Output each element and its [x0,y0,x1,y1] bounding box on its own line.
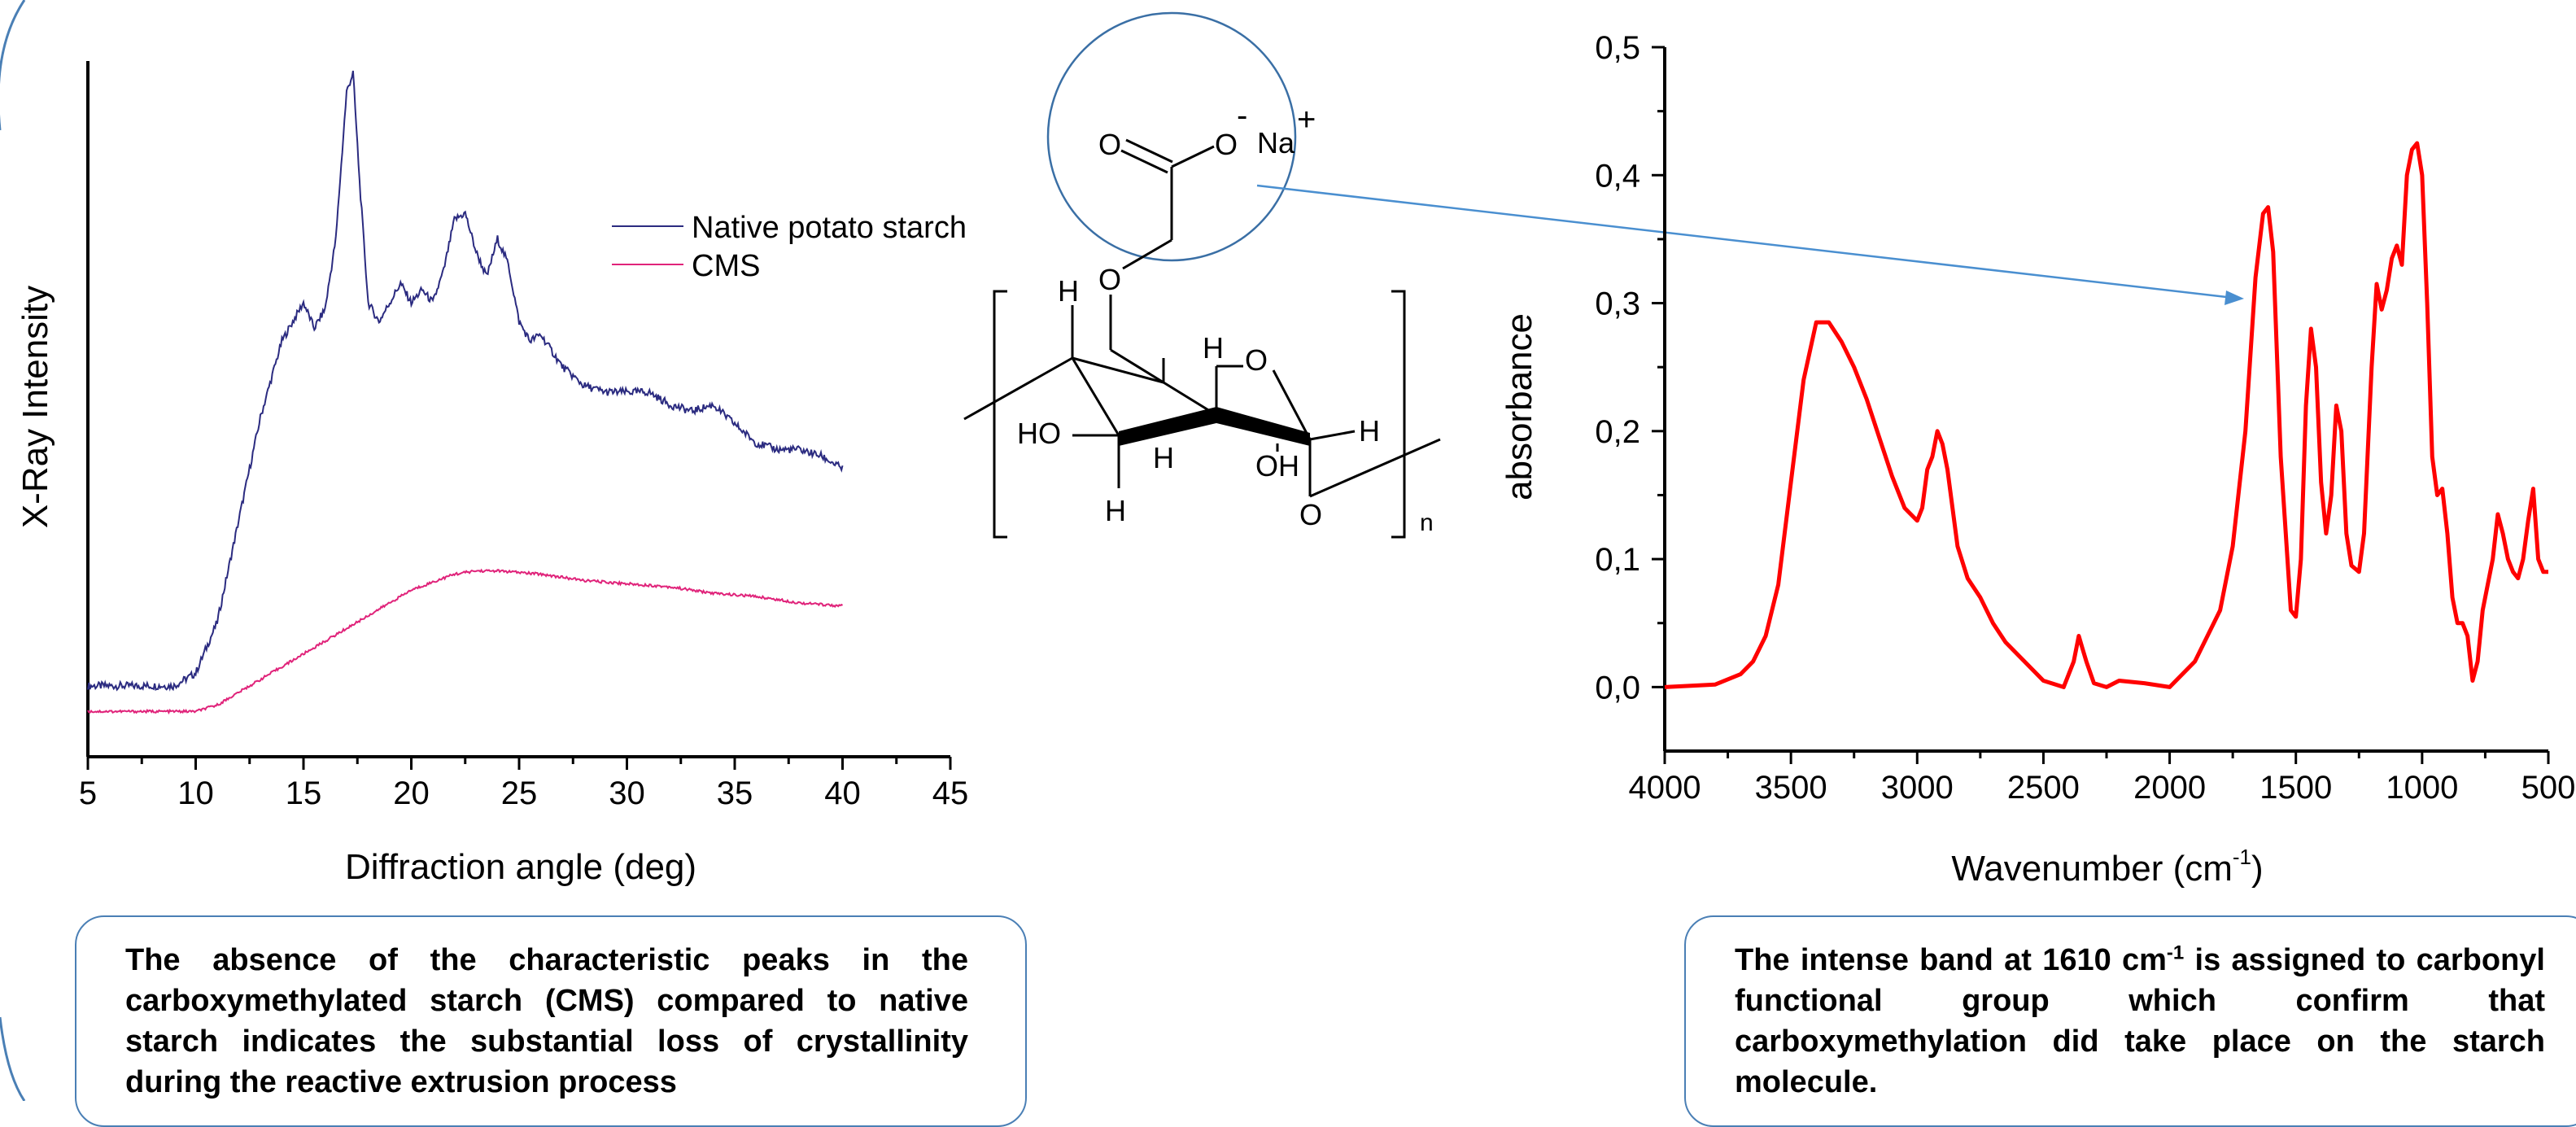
xrd-x-tick-label: 15 [286,775,322,811]
xrd-x-tick-label: 40 [824,775,861,811]
xrd-x-tick-label: 20 [393,775,430,811]
ftir-y-tick-label: 0,3 [1595,286,1640,322]
xrd-x-tick-label: 45 [932,775,969,811]
atom-h-c6: H [1058,274,1079,308]
xrd-x-tick-label: 35 [717,775,753,811]
bond-c1-h [1309,430,1356,441]
xrd-series-cms-line [87,568,844,715]
legend-label-native: Native potato starch [692,211,967,245]
atom-h-c4: H [1153,441,1174,474]
bond-c4-o [1071,357,1120,436]
xrd-x-tick-label: 25 [501,775,538,811]
carboxylate-highlight-circle [1046,11,1297,262]
ftir-x-tick-label: 3000 [1881,770,1954,806]
ftir-chart: absorbance Wavenumber (cm-1) 0,00,10,20,… [1500,30,2575,889]
atom-ho: HO [1017,417,1061,450]
ftir-ylabel: absorbance [1500,313,1539,500]
ring-front-wedge [1119,407,1310,446]
atom-o-carboxylate: O [1215,128,1238,161]
ftir-y-tick-label: 0,2 [1595,414,1640,450]
ftir-x-tick-label: 2500 [2007,770,2080,806]
xrd-chart: X-Ray Intensity Diffraction angle (deg) … [15,61,968,887]
bond-ring-1 [1110,348,1164,384]
arrow-head [2225,290,2244,305]
frame-arc [0,0,26,1101]
atom-h-c3: H [1105,494,1126,527]
ftir-y-tick-label: 0,5 [1595,30,1640,66]
ftir-series [1664,141,2548,689]
cms-structure [963,11,1441,539]
xrd-caption-box: The absence of the characteristic peaks … [75,915,1027,1127]
atom-oh: OH [1255,449,1299,483]
atom-o-ring: O [1245,343,1268,377]
xrd-x-tick-label: 30 [609,775,645,811]
ftir-y-tick-label: 0,4 [1595,158,1640,194]
bond-c-o-double-b [1125,138,1173,164]
ftir-absorbance-line [1664,141,2548,689]
ftir-x-tick-label: 1500 [2259,770,2332,806]
atom-o-glycosidic: O [1299,498,1322,531]
charge-minus: - [1237,98,1247,133]
carbonyl-arrow [1256,184,2244,305]
legend-label-cms: CMS [692,249,760,283]
ftir-x-tick-label: 500 [2521,770,2576,806]
atom-h-c1: H [1359,414,1380,448]
ftir-x-tick-label: 3500 [1755,770,1827,806]
ftir-xlabel: Wavenumber (cm-1) [1951,845,2263,889]
ftir-y-tick-label: 0,1 [1595,542,1640,578]
arrow-shaft [1256,184,2234,299]
ftir-x-tick-label: 2000 [2133,770,2206,806]
cms-structure-labels: O O - Na + O H H O HO H OH H H O n [1017,98,1434,536]
xrd-legend: Native potato starch CMS [612,211,967,283]
atom-o-carbonyl: O [1098,128,1121,161]
xrd-x-tick-label: 10 [177,775,214,811]
atom-o-ether: O [1098,263,1121,296]
charge-plus: + [1297,102,1316,138]
atom-h-c5: H [1203,331,1224,365]
xrd-x-tick-label: 5 [79,775,97,811]
bond-left-o [963,356,1073,421]
xrd-ylabel: X-Ray Intensity [15,286,55,528]
xrd-series-native-line [87,70,844,692]
bond-ch2-o [1122,238,1172,270]
bond-c-o-single [1171,145,1215,168]
ftir-axes: 0,0 0,1 0,2 0,3 0,4 0,5 4000 3500 3000 2500 2000 15… [1595,30,2575,806]
bond-ringo-c1 [1272,369,1312,440]
figure-canvas: X-Ray Intensity Diffraction angle (deg) … [0,0,2575,1101]
xrd-axes: 5 10 15 20 25 30 35 40 45 [79,61,968,811]
ftir-y-tick-label: 0,0 [1595,670,1640,705]
xrd-series [87,70,844,715]
xrd-xlabel: Diffraction angle (deg) [345,847,696,887]
bracket-left [993,290,1007,539]
atom-na: Na [1257,126,1295,159]
ftir-caption-box: The intense band at 1610 cm-1 is assigne… [1684,915,2576,1127]
ftir-x-tick-label: 1000 [2386,770,2458,806]
ftir-x-tick-label: 4000 [1629,770,1701,806]
bond-c-o-double-a [1120,149,1168,174]
repeat-unit-n: n [1420,509,1434,536]
bond-right-o [1309,438,1441,498]
bond-c5-c4 [1072,356,1164,384]
ftir-caption-text: The intense band at 1610 cm-1 is assigne… [1735,941,2545,1099]
bracket-right [1391,290,1406,539]
xrd-caption-text: The absence of the characteristic peaks … [125,943,968,1099]
